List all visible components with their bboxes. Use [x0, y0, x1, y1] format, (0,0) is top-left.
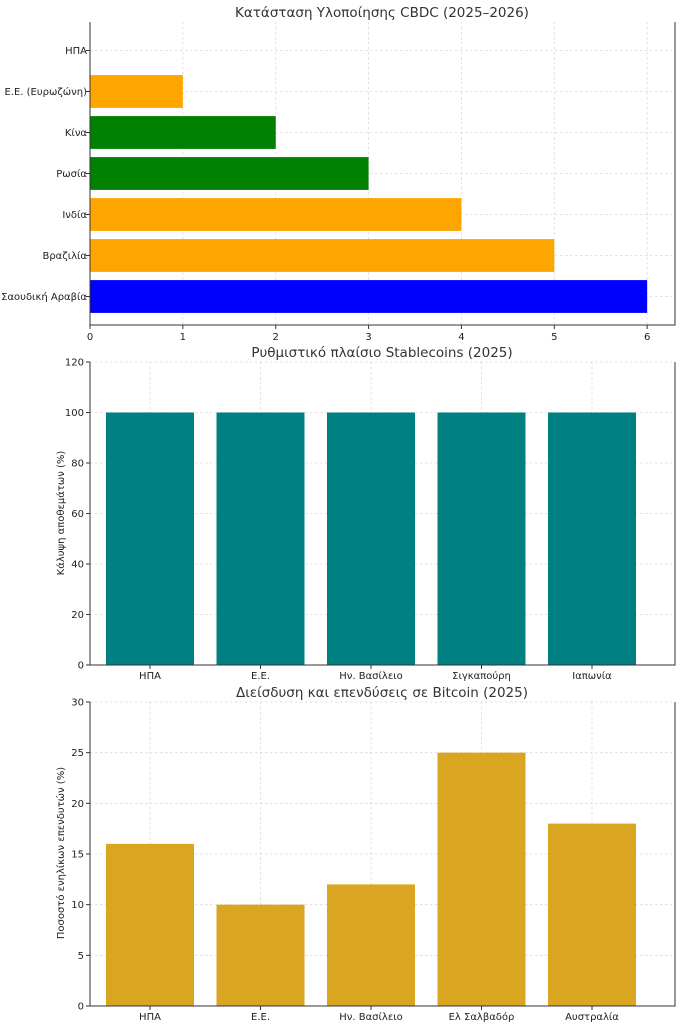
chart-stablecoins: Ρυθμιστικό πλαίσιο Stablecoins (2025) Κά…: [55, 345, 676, 682]
category-label: ΗΠΑ: [65, 46, 87, 57]
category-label: Κίνα: [65, 127, 88, 139]
x-tick-label: 6: [644, 332, 650, 343]
x-tick-label: 3: [365, 332, 371, 343]
bar: [90, 239, 555, 272]
y-tick-label: 0: [78, 661, 84, 672]
y-tick-label: 10: [71, 900, 84, 911]
y-tick-label: 20: [71, 799, 84, 810]
category-label: Ρωσία: [56, 168, 87, 180]
category-label: Ε.Ε.: [251, 1012, 270, 1023]
bar: [327, 884, 415, 1006]
category-label: ΗΠΑ: [139, 671, 161, 682]
bar: [437, 412, 526, 665]
y-tick-label: 60: [71, 509, 84, 520]
chart-title: Κατάσταση Υλοποίησης CBDC (2025–2026): [235, 5, 529, 21]
category-label: Ελ Σαλβαδόρ: [449, 1011, 515, 1023]
bar: [548, 823, 636, 1006]
bar: [216, 412, 305, 665]
category-label: Σιγκαπούρη: [452, 670, 511, 682]
category-label: Αυστραλία: [565, 1011, 619, 1023]
bar: [548, 412, 636, 665]
x-tick-label: 2: [273, 332, 279, 343]
x-tick-label: 0: [87, 332, 93, 343]
bar: [90, 116, 276, 149]
category-label: Σαουδική Αραβία: [1, 291, 87, 303]
y-tick-label: 80: [71, 459, 84, 470]
x-tick-label: 5: [551, 332, 557, 343]
chart-cbdc-status: Κατάσταση Υλοποίησης CBDC (2025–2026) 0 1…: [1, 5, 676, 343]
bar: [106, 843, 194, 1006]
bar: [90, 198, 462, 231]
category-label: Ην. Βασίλειο: [339, 1011, 402, 1023]
bar: [90, 280, 648, 313]
bar: [90, 157, 369, 190]
chart-title: Ρυθμιστικό πλαίσιο Stablecoins (2025): [251, 345, 512, 361]
category-label: Ε.Ε. (Ευρωζώνη): [4, 86, 87, 98]
category-label: Ε.Ε.: [251, 671, 270, 682]
category-label: Βραζιλία: [42, 250, 87, 262]
bar: [437, 752, 526, 1006]
y-tick-label: 40: [71, 560, 84, 571]
y-tick-label: 25: [71, 748, 84, 759]
chart-bitcoin: Διείσδυση και επενδύσεις σε Bitcoin (202…: [55, 685, 676, 1023]
bar: [327, 412, 415, 665]
category-label: Ην. Βασίλειο: [339, 670, 402, 682]
y-tick-label: 5: [78, 951, 84, 962]
bar: [90, 75, 183, 108]
y-tick-label: 30: [71, 698, 84, 709]
bar: [216, 904, 305, 1006]
bar: [106, 412, 194, 665]
category-label: Ινδία: [62, 209, 87, 221]
y-tick-label: 100: [65, 408, 84, 419]
chart-title: Διείσδυση και επενδύσεις σε Bitcoin (202…: [236, 685, 528, 701]
y-tick-label: 120: [65, 358, 84, 369]
y-axis-label: Ποσοστό ενηλίκων επενδυτών (%): [55, 767, 67, 939]
category-label: ΗΠΑ: [139, 1012, 161, 1023]
category-label: Ιαπωνία: [572, 670, 612, 682]
y-tick-label: 20: [71, 610, 84, 621]
y-axis-label: Κάλυψη αποθεμάτων (%): [55, 451, 67, 576]
y-tick-label: 15: [71, 850, 84, 861]
y-tick-label: 0: [78, 1002, 84, 1013]
x-tick-label: 4: [458, 332, 464, 343]
x-tick-label: 1: [180, 332, 186, 343]
